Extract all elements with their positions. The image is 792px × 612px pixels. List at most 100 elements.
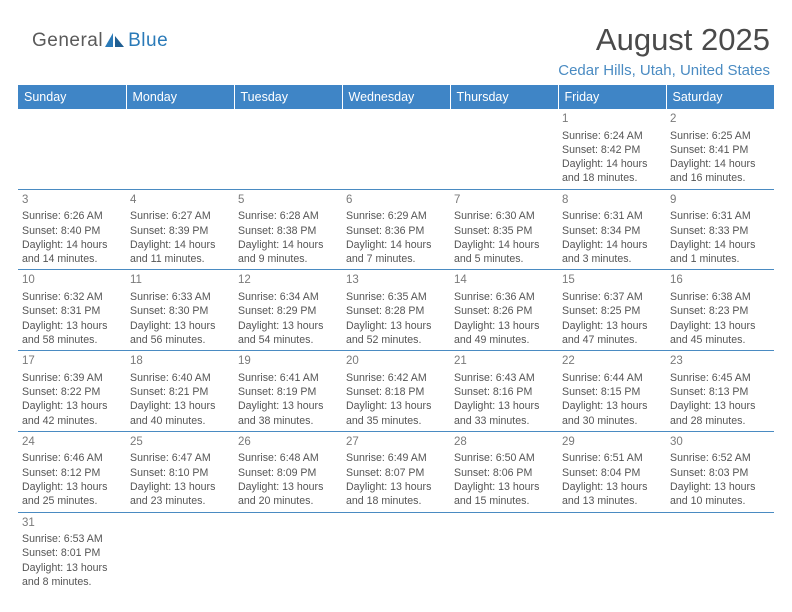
day-info: Sunrise: 6:38 AM Sunset: 8:23 PM Dayligh…: [670, 290, 770, 347]
calendar-day-cell: 28Sunrise: 6:50 AM Sunset: 8:06 PM Dayli…: [450, 431, 558, 512]
calendar-day-cell: 26Sunrise: 6:48 AM Sunset: 8:09 PM Dayli…: [234, 431, 342, 512]
day-info: Sunrise: 6:44 AM Sunset: 8:15 PM Dayligh…: [562, 371, 662, 428]
calendar-day-cell: 29Sunrise: 6:51 AM Sunset: 8:04 PM Dayli…: [558, 431, 666, 512]
day-number: 21: [454, 354, 554, 370]
day-info: Sunrise: 6:29 AM Sunset: 8:36 PM Dayligh…: [346, 209, 446, 266]
calendar-page: General Blue August 2025 Cedar Hills, Uta…: [0, 0, 792, 612]
calendar-day-cell: [342, 109, 450, 189]
day-number: 28: [454, 435, 554, 451]
calendar-day-cell: 13Sunrise: 6:35 AM Sunset: 8:28 PM Dayli…: [342, 270, 450, 351]
calendar-day-cell: 10Sunrise: 6:32 AM Sunset: 8:31 PM Dayli…: [18, 270, 126, 351]
weekday-header: Tuesday: [234, 85, 342, 109]
weekday-header: Monday: [126, 85, 234, 109]
calendar-day-cell: [450, 109, 558, 189]
day-info: Sunrise: 6:48 AM Sunset: 8:09 PM Dayligh…: [238, 451, 338, 508]
calendar-day-cell: 21Sunrise: 6:43 AM Sunset: 8:16 PM Dayli…: [450, 351, 558, 432]
day-number: 9: [670, 193, 770, 209]
logo-part1: General: [32, 30, 103, 51]
day-number: 17: [22, 354, 122, 370]
day-info: Sunrise: 6:40 AM Sunset: 8:21 PM Dayligh…: [130, 371, 230, 428]
day-number: 19: [238, 354, 338, 370]
month-title: August 2025: [558, 22, 770, 58]
day-number: 7: [454, 193, 554, 209]
calendar-week-row: 3Sunrise: 6:26 AM Sunset: 8:40 PM Daylig…: [18, 189, 774, 270]
calendar-day-cell: 6Sunrise: 6:29 AM Sunset: 8:36 PM Daylig…: [342, 189, 450, 270]
calendar-day-cell: 8Sunrise: 6:31 AM Sunset: 8:34 PM Daylig…: [558, 189, 666, 270]
logo-text: General Blue: [32, 30, 168, 54]
day-number: 14: [454, 273, 554, 289]
calendar-day-cell: [234, 109, 342, 189]
day-number: 31: [22, 516, 122, 532]
title-block: August 2025 Cedar Hills, Utah, United St…: [558, 22, 774, 79]
day-number: 22: [562, 354, 662, 370]
weekday-header-row: Sunday Monday Tuesday Wednesday Thursday…: [18, 85, 774, 109]
calendar-day-cell: 2Sunrise: 6:25 AM Sunset: 8:41 PM Daylig…: [666, 109, 774, 189]
calendar-day-cell: 5Sunrise: 6:28 AM Sunset: 8:38 PM Daylig…: [234, 189, 342, 270]
calendar-day-cell: 17Sunrise: 6:39 AM Sunset: 8:22 PM Dayli…: [18, 351, 126, 432]
day-info: Sunrise: 6:45 AM Sunset: 8:13 PM Dayligh…: [670, 371, 770, 428]
day-info: Sunrise: 6:46 AM Sunset: 8:12 PM Dayligh…: [22, 451, 122, 508]
day-info: Sunrise: 6:35 AM Sunset: 8:28 PM Dayligh…: [346, 290, 446, 347]
day-number: 25: [130, 435, 230, 451]
calendar-day-cell: [234, 512, 342, 592]
day-info: Sunrise: 6:50 AM Sunset: 8:06 PM Dayligh…: [454, 451, 554, 508]
calendar-day-cell: 4Sunrise: 6:27 AM Sunset: 8:39 PM Daylig…: [126, 189, 234, 270]
calendar-day-cell: [126, 109, 234, 189]
weekday-header: Thursday: [450, 85, 558, 109]
calendar-day-cell: 25Sunrise: 6:47 AM Sunset: 8:10 PM Dayli…: [126, 431, 234, 512]
day-info: Sunrise: 6:36 AM Sunset: 8:26 PM Dayligh…: [454, 290, 554, 347]
day-info: Sunrise: 6:28 AM Sunset: 8:38 PM Dayligh…: [238, 209, 338, 266]
day-number: 24: [22, 435, 122, 451]
calendar-day-cell: 11Sunrise: 6:33 AM Sunset: 8:30 PM Dayli…: [126, 270, 234, 351]
calendar-day-cell: 14Sunrise: 6:36 AM Sunset: 8:26 PM Dayli…: [450, 270, 558, 351]
calendar-day-cell: 24Sunrise: 6:46 AM Sunset: 8:12 PM Dayli…: [18, 431, 126, 512]
day-number: 6: [346, 193, 446, 209]
day-number: 8: [562, 193, 662, 209]
calendar-week-row: 17Sunrise: 6:39 AM Sunset: 8:22 PM Dayli…: [18, 351, 774, 432]
weekday-header: Friday: [558, 85, 666, 109]
header: General Blue August 2025 Cedar Hills, Uta…: [18, 22, 774, 79]
weekday-header: Saturday: [666, 85, 774, 109]
day-info: Sunrise: 6:42 AM Sunset: 8:18 PM Dayligh…: [346, 371, 446, 428]
day-number: 27: [346, 435, 446, 451]
day-number: 15: [562, 273, 662, 289]
day-number: 23: [670, 354, 770, 370]
calendar-day-cell: 30Sunrise: 6:52 AM Sunset: 8:03 PM Dayli…: [666, 431, 774, 512]
day-info: Sunrise: 6:27 AM Sunset: 8:39 PM Dayligh…: [130, 209, 230, 266]
day-info: Sunrise: 6:52 AM Sunset: 8:03 PM Dayligh…: [670, 451, 770, 508]
calendar-day-cell: 22Sunrise: 6:44 AM Sunset: 8:15 PM Dayli…: [558, 351, 666, 432]
calendar-day-cell: 9Sunrise: 6:31 AM Sunset: 8:33 PM Daylig…: [666, 189, 774, 270]
day-number: 18: [130, 354, 230, 370]
day-info: Sunrise: 6:30 AM Sunset: 8:35 PM Dayligh…: [454, 209, 554, 266]
logo-part2: Blue: [128, 30, 168, 51]
day-number: 2: [670, 112, 770, 128]
calendar-day-cell: 20Sunrise: 6:42 AM Sunset: 8:18 PM Dayli…: [342, 351, 450, 432]
day-info: Sunrise: 6:51 AM Sunset: 8:04 PM Dayligh…: [562, 451, 662, 508]
calendar-day-cell: 18Sunrise: 6:40 AM Sunset: 8:21 PM Dayli…: [126, 351, 234, 432]
calendar-day-cell: 27Sunrise: 6:49 AM Sunset: 8:07 PM Dayli…: [342, 431, 450, 512]
day-number: 13: [346, 273, 446, 289]
weekday-header: Sunday: [18, 85, 126, 109]
weekday-header: Wednesday: [342, 85, 450, 109]
day-info: Sunrise: 6:41 AM Sunset: 8:19 PM Dayligh…: [238, 371, 338, 428]
day-number: 3: [22, 193, 122, 209]
sail-icon: [104, 32, 126, 54]
location: Cedar Hills, Utah, United States: [558, 62, 770, 79]
day-info: Sunrise: 6:25 AM Sunset: 8:41 PM Dayligh…: [670, 129, 770, 186]
calendar-day-cell: [666, 512, 774, 592]
day-number: 1: [562, 112, 662, 128]
calendar-body: 1Sunrise: 6:24 AM Sunset: 8:42 PM Daylig…: [18, 109, 774, 592]
day-info: Sunrise: 6:39 AM Sunset: 8:22 PM Dayligh…: [22, 371, 122, 428]
calendar-day-cell: 31Sunrise: 6:53 AM Sunset: 8:01 PM Dayli…: [18, 512, 126, 592]
calendar-day-cell: 16Sunrise: 6:38 AM Sunset: 8:23 PM Dayli…: [666, 270, 774, 351]
day-number: 16: [670, 273, 770, 289]
day-number: 20: [346, 354, 446, 370]
day-info: Sunrise: 6:34 AM Sunset: 8:29 PM Dayligh…: [238, 290, 338, 347]
calendar-day-cell: 23Sunrise: 6:45 AM Sunset: 8:13 PM Dayli…: [666, 351, 774, 432]
day-info: Sunrise: 6:43 AM Sunset: 8:16 PM Dayligh…: [454, 371, 554, 428]
logo: General Blue: [18, 22, 168, 54]
day-number: 10: [22, 273, 122, 289]
calendar-day-cell: 19Sunrise: 6:41 AM Sunset: 8:19 PM Dayli…: [234, 351, 342, 432]
calendar-day-cell: 1Sunrise: 6:24 AM Sunset: 8:42 PM Daylig…: [558, 109, 666, 189]
calendar-week-row: 10Sunrise: 6:32 AM Sunset: 8:31 PM Dayli…: [18, 270, 774, 351]
